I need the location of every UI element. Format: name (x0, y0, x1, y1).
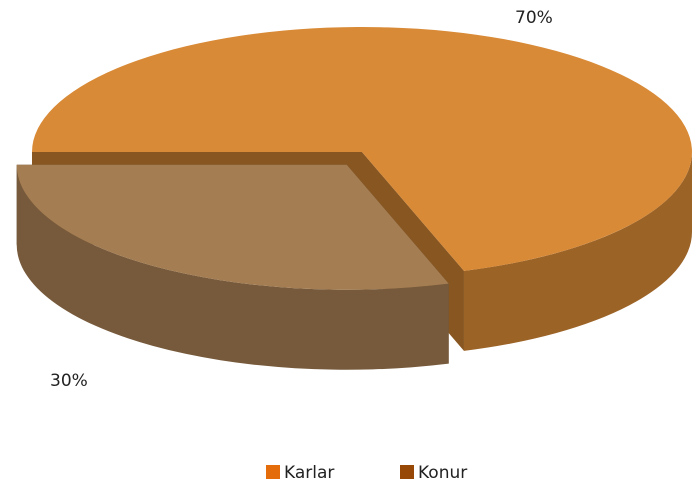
legend-swatch (266, 465, 280, 479)
slice-wall (463, 152, 692, 351)
slice (32, 27, 692, 271)
slice-wall (16, 164, 449, 370)
legend-label: Konur (418, 463, 467, 483)
legend-label: Karlar (284, 463, 334, 483)
data-label: 70% (515, 8, 553, 28)
data-label: 30% (50, 371, 88, 391)
legend-swatch (400, 465, 414, 479)
slice (16, 164, 449, 290)
